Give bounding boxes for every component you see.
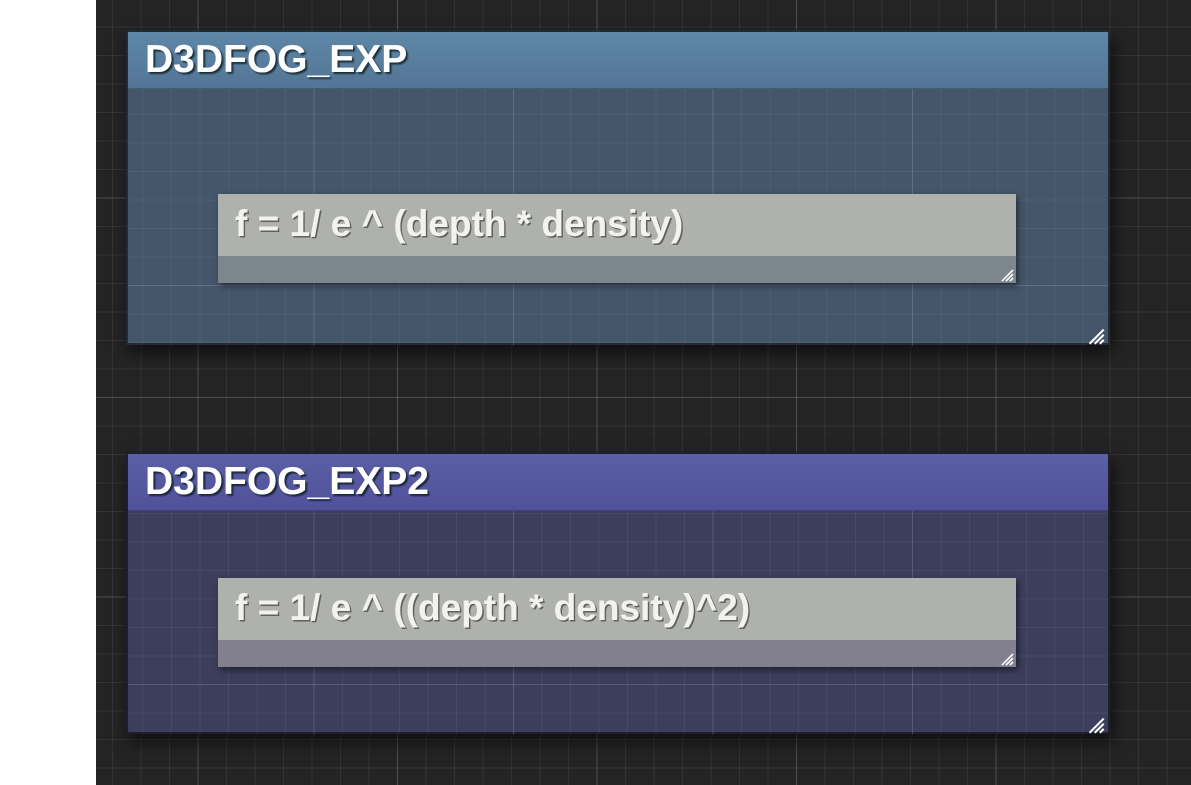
svg-text:f = 1/ e ^ (depth * density): f = 1/ e ^ (depth * density) (235, 203, 683, 244)
svg-text:D3DFOG_EXP2: D3DFOG_EXP2 (145, 460, 429, 503)
svg-text:f = 1/ e ^ ((depth * density)^: f = 1/ e ^ ((depth * density)^2) (235, 587, 750, 628)
svg-text:D3DFOG_EXP: D3DFOG_EXP (145, 38, 407, 81)
